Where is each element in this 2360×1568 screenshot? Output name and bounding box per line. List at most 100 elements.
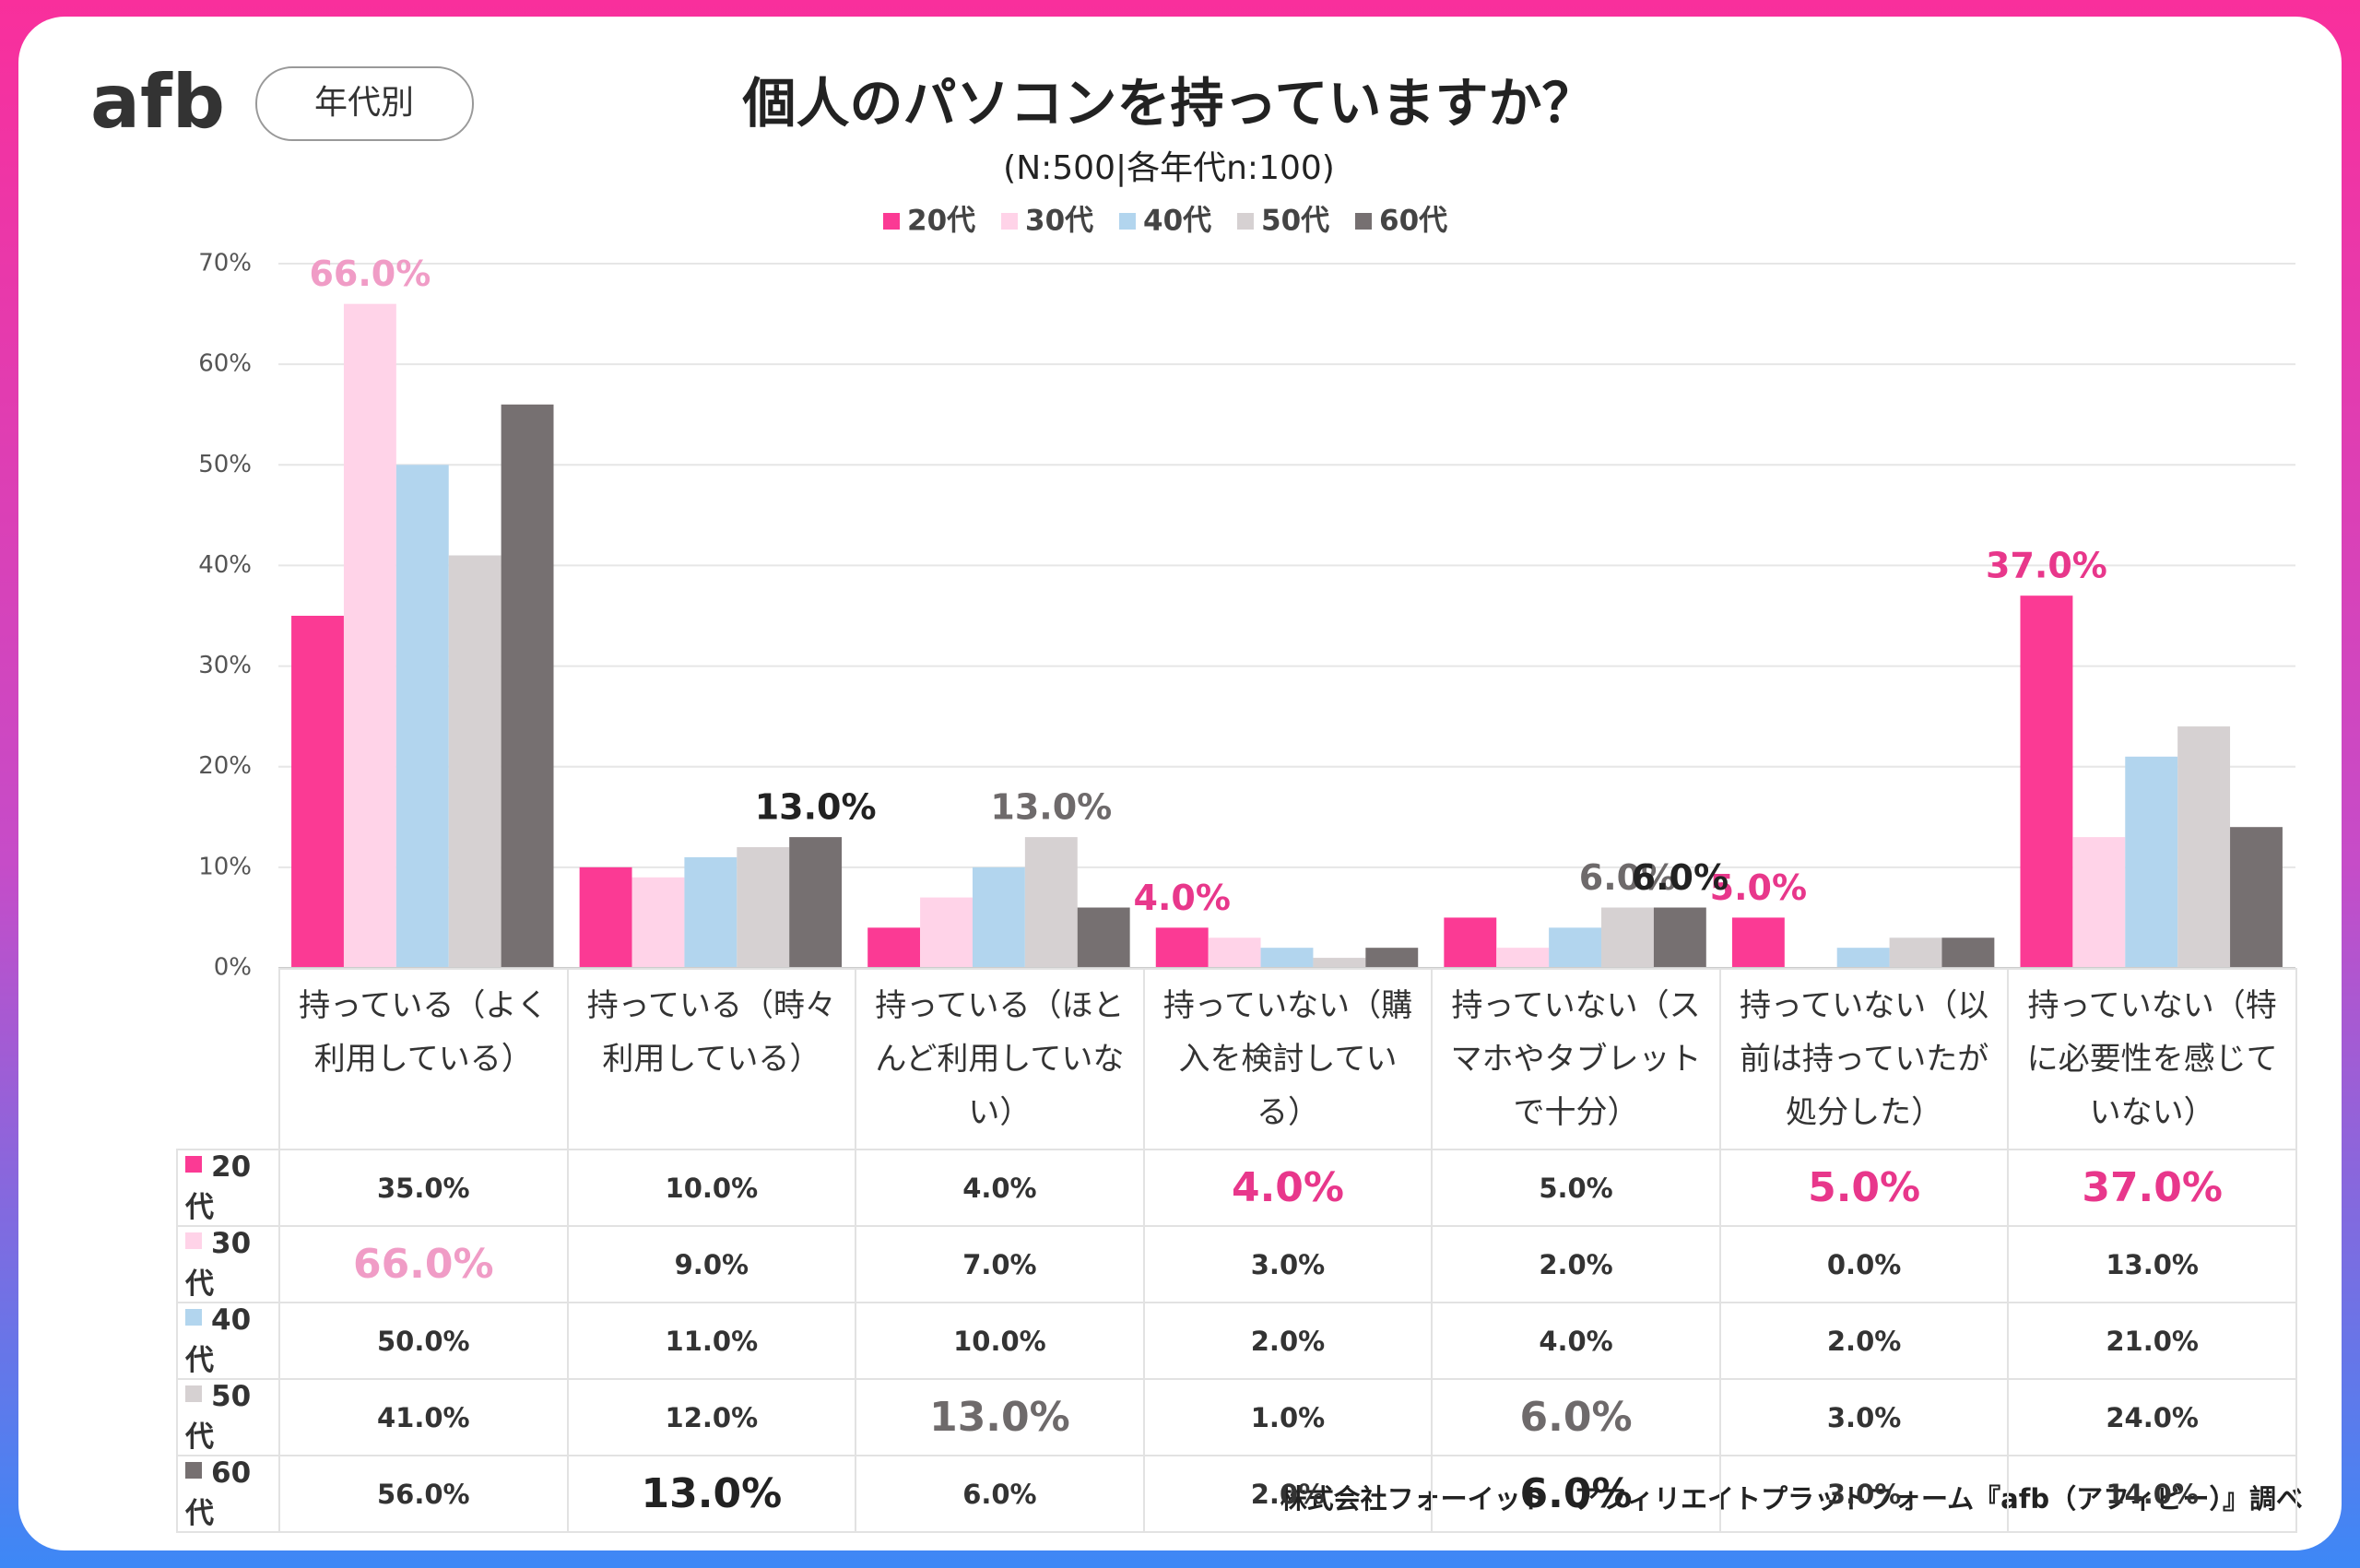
table-value: 66.0% [278,1225,569,1303]
table-row: 60代 56.0% 13.0% 6.0% 2.0% 6.0% 3.0% 14.0% [176,1455,2297,1533]
table-value: 11.0% [566,1302,857,1380]
table-row: 30代 66.0% 9.0% 7.0% 3.0% 2.0% 0.0% 13.0% [176,1225,2297,1303]
table-value: 50.0% [278,1302,569,1380]
bar [1549,927,1602,968]
table-value: 24.0% [2007,1378,2297,1456]
bar [1731,917,1785,968]
legend-label: 40代 [1143,205,1211,238]
tag: 年代別 [314,84,414,122]
bar [501,404,554,968]
table-value: 6.0% [855,1455,1145,1533]
bar [1653,907,1706,968]
series-cell: 40代 [176,1302,280,1380]
bar [972,867,1025,968]
legend-swatch [185,1462,202,1479]
table-value: 13.0% [855,1378,1145,1456]
data-label: 13.0% [755,787,877,828]
bar [1155,927,1209,968]
legend-swatch [1119,213,1136,230]
bar [1496,948,1550,968]
legend-swatch [1237,213,1254,230]
table-value: 3.0% [1142,1225,1434,1303]
table-value: 10.0% [855,1302,1145,1380]
legend-swatch [1355,213,1372,230]
category-label: 持っている（時々利用している） [566,968,857,1150]
legend-swatch [185,1385,202,1402]
y-tick-label: 50% [198,451,252,478]
data-label: 5.0% [1710,867,1807,908]
bar [1941,937,1995,968]
legend-swatch [185,1156,202,1173]
bar [684,856,738,968]
category-label: 持っていない（購入を検討している） [1142,968,1434,1150]
bar [1444,917,1497,968]
bar [1313,958,1366,968]
table-value: 4.0% [1142,1149,1434,1227]
table-value: 0.0% [1718,1225,2010,1303]
bar [867,927,921,968]
table-value: 2.0% [1142,1455,1434,1533]
bar [1889,937,1942,968]
bar [1024,837,1078,968]
data-label: 66.0% [309,253,431,294]
table-value: 13.0% [2007,1225,2297,1303]
series-name: 40代 [185,1303,252,1377]
data-label: 13.0% [990,787,1112,828]
table-value: 3.0% [1718,1455,2010,1533]
bar [1260,948,1314,968]
table-value: 4.0% [855,1149,1145,1227]
bar [2125,756,2178,968]
series-name: 30代 [185,1227,252,1301]
table-value: 7.0% [855,1225,1145,1303]
table-value: 1.0% [1142,1378,1434,1456]
chart-title: 個人のパソコンを持っていますか？ [741,72,1595,135]
data-label: 37.0% [1986,546,2107,586]
table-value: 10.0% [566,1149,857,1227]
table-value: 12.0% [566,1378,857,1456]
series-cell: 30代 [176,1225,280,1303]
bar [1365,948,1419,968]
table-value: 3.0% [1718,1378,2010,1456]
y-tick-label: 40% [198,551,252,579]
table-value: 37.0% [2007,1149,2297,1227]
table-value: 9.0% [566,1225,857,1303]
table-value: 5.0% [1718,1149,2010,1227]
table-value: 21.0% [2007,1302,2297,1380]
table-row: 40代 50.0% 11.0% 10.0% 2.0% 4.0% 2.0% 21.0% [176,1302,2297,1380]
bar [920,897,973,968]
data-label: 6.0% [1632,857,1729,898]
table-value: 41.0% [278,1378,569,1456]
series-name: 20代 [185,1150,252,1224]
table-header-row: 持っている（よく利用している） 持っている（時々利用している） 持っている（ほとんど… [177,968,2297,1150]
table-value: 14.0% [2007,1455,2297,1533]
category-label: 持っていない（以前は持っていたが処分した） [1718,968,2010,1150]
table-value: 2.0% [1718,1302,2010,1380]
table-value: 2.0% [1431,1225,1721,1303]
bar [1208,937,1261,968]
table-value: 13.0% [566,1455,857,1533]
series-cell: 50代 [176,1378,280,1456]
legend-swatch [185,1309,202,1326]
table-value: 56.0% [278,1455,569,1533]
table-row: 50代 41.0% 12.0% 13.0% 1.0% 6.0% 3.0% 24.0% [176,1378,2297,1456]
bar [2072,837,2126,968]
legend-label: 60代 [1379,205,1447,238]
legend-label: 50代 [1261,205,1329,238]
corner-cell [177,969,280,1150]
bar [291,616,344,968]
logo: afb [90,59,225,145]
bar [2020,595,2073,968]
bar [2177,726,2231,968]
bar [448,555,502,968]
bar [1601,907,1654,968]
series-name: 60代 [185,1456,252,1530]
table-value: 6.0% [1431,1378,1721,1456]
category-label: 持っている（ほとんど利用していない） [855,968,1145,1150]
bar [631,877,685,968]
bar [1077,907,1130,968]
table-value: 4.0% [1431,1302,1721,1380]
y-tick-label: 60% [198,350,252,378]
table-value: 2.0% [1142,1302,1434,1380]
